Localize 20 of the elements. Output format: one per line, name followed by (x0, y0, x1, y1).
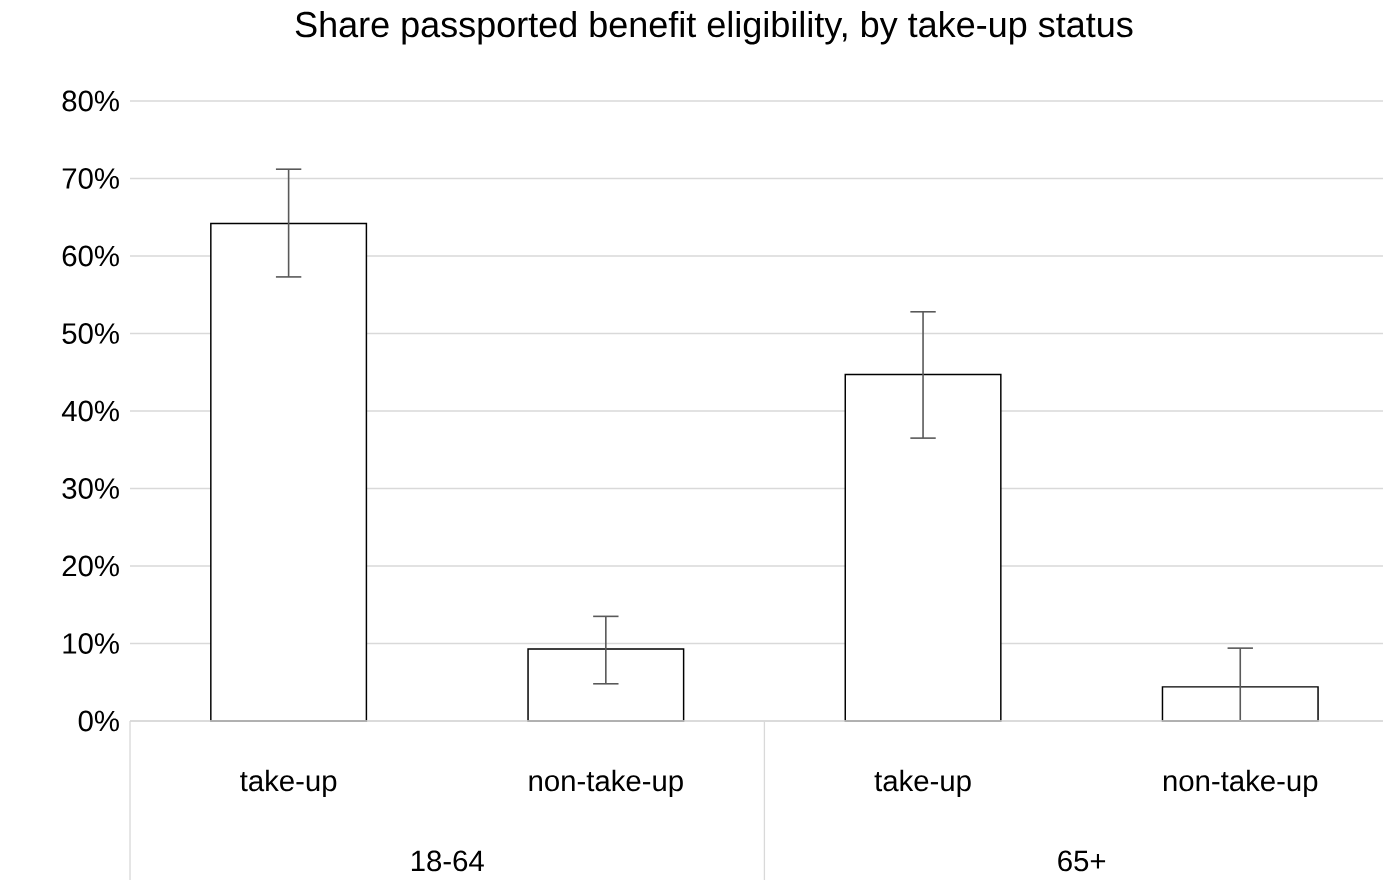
bar (1161, 686, 1319, 722)
y-tick-label: 0% (78, 710, 119, 732)
text: 18-64 (411, 850, 484, 872)
chart-title: Share passported benefit eligibility, by take-up status (295, 10, 1133, 45)
y-tick-label: 80% (62, 90, 119, 112)
x-tick-label: take-up (240, 769, 337, 798)
y-tick-label: 50% (62, 323, 119, 344)
y-tick-label: 70% (62, 168, 119, 189)
bar (210, 222, 368, 722)
y-tick-label: 30% (62, 478, 119, 499)
x-tick-label: non-take-up (1163, 769, 1318, 798)
y-tick-label: 10% (63, 633, 119, 654)
x-tick-label: non-take-up (529, 769, 683, 798)
x-tick-label: take-up (874, 769, 971, 798)
y-tick-label: 20% (62, 555, 119, 577)
y-tick-label: 60% (62, 245, 119, 267)
y-tick-label: 40% (61, 400, 119, 422)
text: 65+ (1058, 850, 1106, 872)
bar (527, 648, 685, 722)
bar (844, 373, 1002, 722)
